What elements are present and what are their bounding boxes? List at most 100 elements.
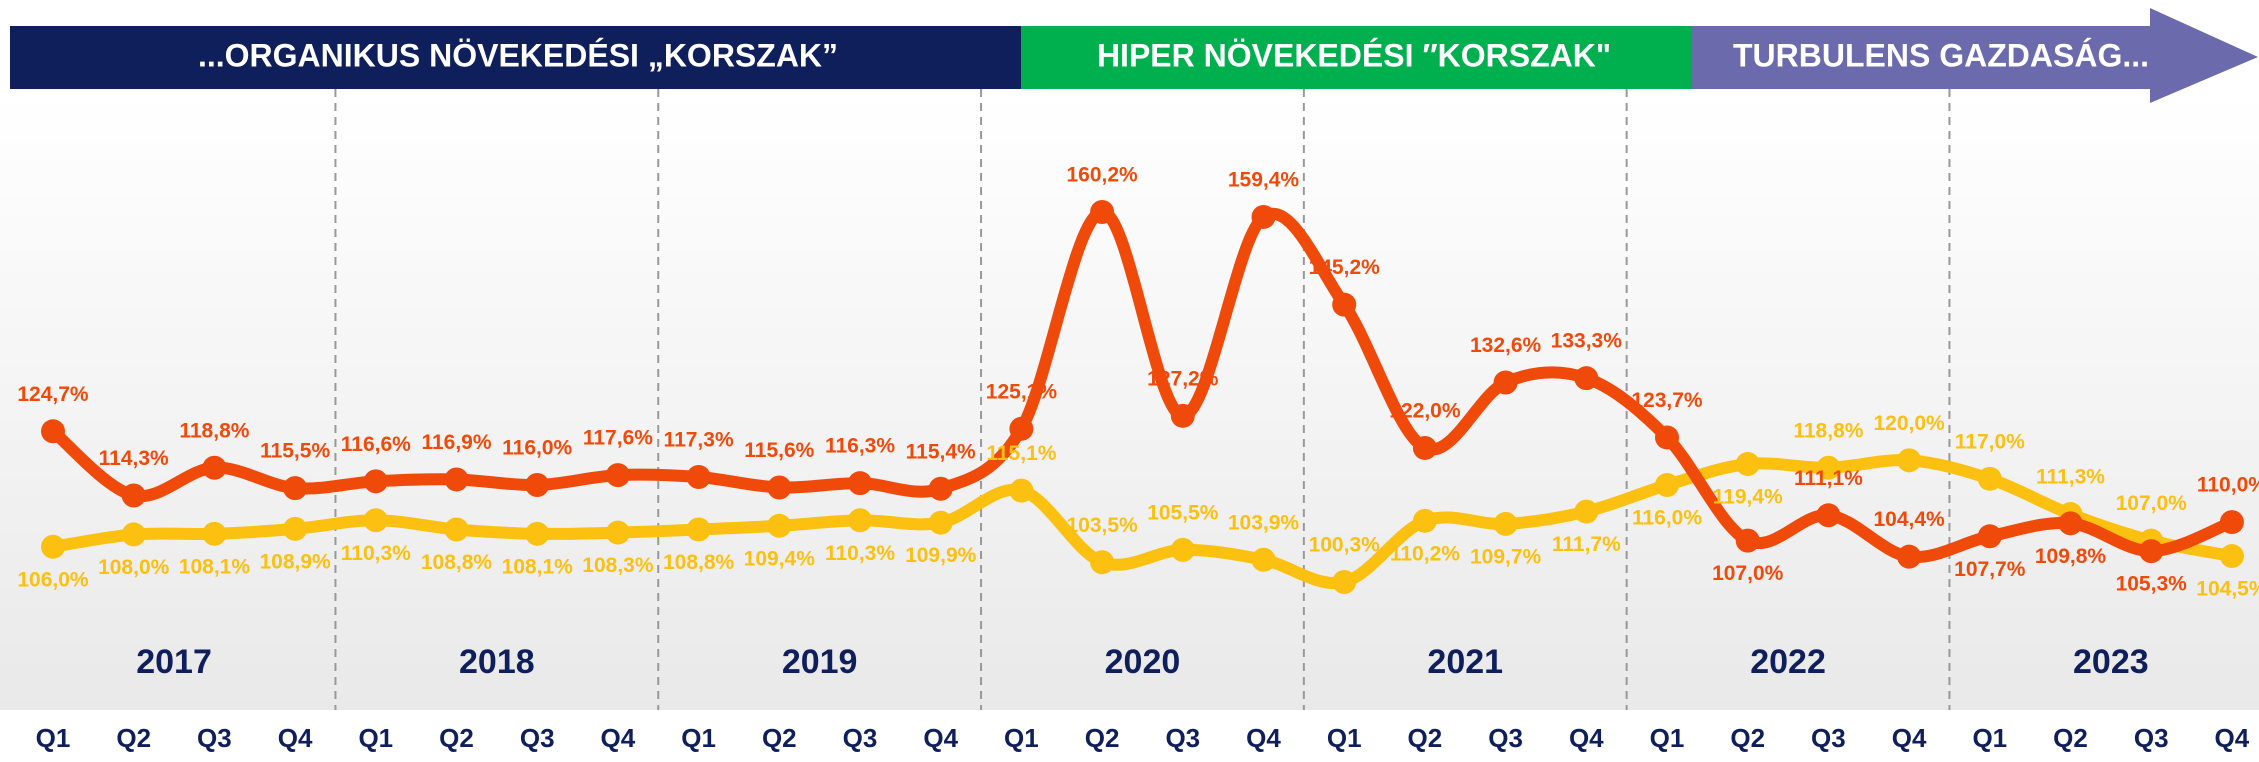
data-point [767, 513, 792, 538]
data-point [1493, 370, 1518, 395]
data-point [1735, 452, 1760, 477]
data-point [1009, 478, 1034, 503]
data-point [525, 473, 550, 498]
data-label: 108,1% [179, 555, 251, 578]
data-label: 108,8% [421, 551, 493, 574]
data-point [1897, 448, 1922, 473]
data-label: 127,2% [1147, 367, 1219, 390]
phase-label: TURBULENS GAZDASÁG... [1733, 37, 2149, 73]
data-label: 111,1% [1794, 467, 1863, 490]
data-point [848, 508, 872, 533]
data-label: 123,7% [1631, 389, 1703, 412]
data-point [2219, 510, 2244, 535]
data-label: 108,1% [502, 555, 574, 578]
data-label: 108,3% [582, 554, 654, 577]
data-point [928, 476, 953, 501]
x-tick-label: Q3 [1811, 723, 1846, 753]
data-label: 110,0% [2197, 474, 2259, 497]
phase-label: HIPER NÖVEKEDÉSI ″KORSZAK" [1097, 37, 1611, 73]
data-label: 108,0% [98, 556, 170, 579]
data-label: 115,5% [260, 440, 330, 463]
data-point [1574, 499, 1599, 524]
data-label: 160,2% [1066, 164, 1138, 187]
data-label: 108,8% [663, 551, 735, 574]
data-label: 122,0% [1389, 400, 1461, 423]
data-point [41, 534, 65, 559]
x-tick-label: Q1 [1327, 723, 1362, 753]
data-label: 124,7% [17, 383, 89, 406]
data-label: 115,1% [986, 442, 1056, 465]
x-tick-label: Q1 [1650, 723, 1685, 753]
phase-banner [10, 26, 1021, 89]
x-tick-label: Q3 [1488, 723, 1523, 753]
x-tick-label: Q2 [762, 723, 797, 753]
data-label: 111,3% [2036, 466, 2105, 489]
year-label: 2022 [1750, 643, 1826, 681]
data-point [41, 419, 65, 444]
data-point [1977, 466, 2002, 491]
data-label: 120,0% [1873, 412, 1945, 435]
axis-strip [0, 710, 2259, 757]
data-point [202, 521, 227, 546]
data-point [363, 508, 388, 533]
data-label: 100,3% [1309, 534, 1381, 557]
data-label: 116,0% [1632, 507, 1702, 530]
data-point [767, 475, 792, 500]
data-point [444, 517, 469, 542]
data-point [1090, 550, 1115, 575]
data-point [1090, 200, 1115, 224]
data-point [1655, 425, 1679, 450]
data-label: 132,6% [1470, 334, 1542, 357]
data-point [1574, 366, 1599, 391]
x-tick-label: Q2 [116, 723, 151, 753]
data-label: 104,5% [2196, 578, 2259, 601]
x-tick-label: Q2 [439, 723, 474, 753]
year-label: 2019 [782, 643, 858, 681]
data-point [1735, 528, 1760, 553]
data-point [686, 464, 711, 489]
x-tick-label: Q2 [1730, 723, 1765, 753]
data-label: 110,3% [341, 542, 411, 565]
data-point [848, 471, 872, 496]
data-label: 103,5% [1066, 514, 1138, 537]
x-tick-label: Q4 [1246, 723, 1281, 753]
data-label: 125,1% [986, 380, 1058, 403]
x-tick-label: Q1 [36, 723, 71, 753]
x-tick-label: Q1 [1004, 723, 1039, 753]
data-label: 106,0% [17, 568, 89, 591]
data-label: 116,3% [825, 435, 895, 458]
data-point [363, 469, 388, 494]
data-point [928, 510, 953, 535]
data-label: 107,0% [2116, 492, 2188, 515]
data-point [121, 522, 146, 547]
data-label: 115,4% [906, 440, 976, 463]
data-point [1655, 473, 1679, 498]
data-point [1251, 204, 1276, 229]
data-point [283, 516, 308, 541]
data-label: 107,0% [1712, 562, 1784, 585]
data-label: 119,4% [1713, 486, 1783, 509]
series-line [52, 454, 2234, 590]
data-label: 116,9% [421, 431, 491, 454]
x-tick-label: Q4 [278, 723, 313, 753]
phase-banner [1021, 26, 1692, 89]
data-label: 108,9% [259, 550, 331, 573]
data-point [1170, 403, 1195, 428]
x-tick-label: Q4 [923, 723, 958, 753]
data-label: 116,0% [502, 437, 572, 460]
data-label: 109,8% [2035, 545, 2107, 568]
data-point [2219, 544, 2244, 569]
year-label: 2017 [136, 643, 212, 681]
data-point [605, 463, 630, 488]
data-label: 114,3% [99, 447, 169, 470]
year-label: 2021 [1427, 643, 1503, 681]
data-label: 117,0% [1955, 430, 2025, 453]
data-label: 105,3% [2116, 573, 2188, 596]
data-label: 133,3% [1551, 330, 1623, 353]
x-tick-label: Q4 [601, 723, 636, 753]
x-tick-label: Q3 [843, 723, 878, 753]
x-tick-label: Q4 [1892, 723, 1927, 753]
data-label: 117,6% [583, 427, 653, 450]
data-label: 104,4% [1873, 508, 1945, 531]
